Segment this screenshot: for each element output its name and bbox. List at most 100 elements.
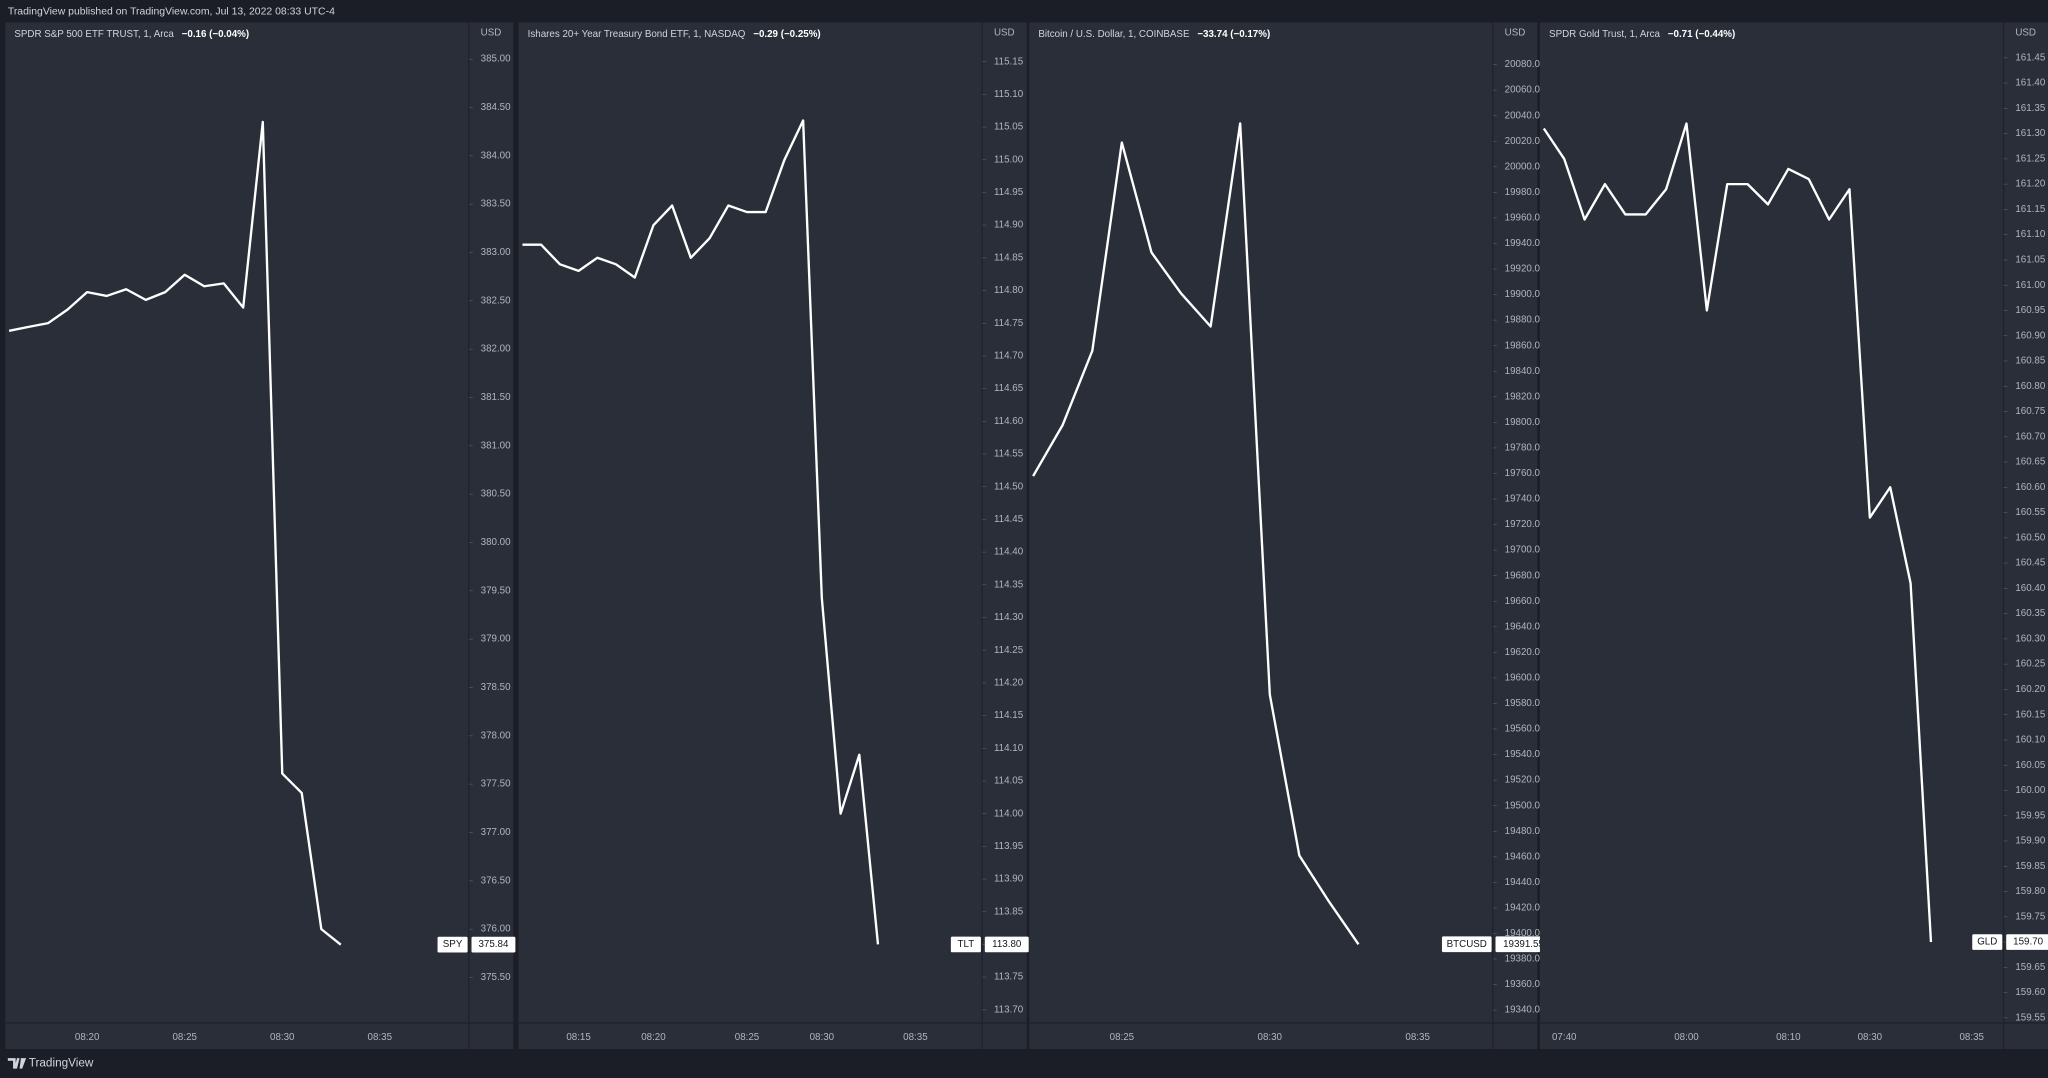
y-tick-label: 19960.00 <box>1505 213 1546 224</box>
y-tick-label: 380.50 <box>481 489 511 500</box>
chart-title: Bitcoin / U.S. Dollar, 1, COINBASE −33.74… <box>1038 29 1270 40</box>
price-label: 19391.55 <box>1503 939 1544 950</box>
y-tick-label: 160.35 <box>2015 608 2045 619</box>
y-tick-label: 19800.00 <box>1505 417 1546 428</box>
y-tick-label: 160.90 <box>2015 330 2045 341</box>
y-tick-label: 160.20 <box>2015 684 2045 695</box>
y-tick-label: 19940.00 <box>1505 238 1546 249</box>
change-text: −0.29 (−0.25%) <box>753 29 820 40</box>
y-tick-label: 114.65 <box>994 383 1024 394</box>
footer-brand: TradingView <box>29 1057 94 1070</box>
y-tick-label: 385.00 <box>481 54 511 65</box>
y-tick-label: 160.75 <box>2015 406 2045 417</box>
currency-label: USD <box>2015 27 2036 38</box>
y-tick-label: 159.65 <box>2015 962 2045 973</box>
change-text: −33.74 (−0.17%) <box>1197 29 1270 40</box>
y-tick-label: 115.15 <box>994 56 1024 67</box>
y-tick-label: 160.60 <box>2015 482 2045 493</box>
x-tick-label: 08:25 <box>172 1032 197 1043</box>
y-tick-label: 115.10 <box>994 89 1024 100</box>
y-tick-label: 19400.00 <box>1505 928 1546 939</box>
y-tick-label: 19540.00 <box>1505 749 1546 760</box>
y-tick-label: 114.70 <box>994 351 1024 362</box>
y-tick-label: 114.35 <box>994 579 1024 590</box>
x-tick-label: 08:30 <box>1858 1032 1883 1043</box>
x-tick-label: 08:35 <box>1959 1032 1984 1043</box>
y-tick-label: 19980.00 <box>1505 187 1546 198</box>
y-tick-label: 19420.00 <box>1505 903 1546 914</box>
y-tick-label: 114.50 <box>994 481 1024 492</box>
y-tick-label: 113.70 <box>994 1004 1024 1015</box>
y-tick-label: 378.00 <box>481 730 511 741</box>
x-tick-label: 08:30 <box>810 1032 835 1043</box>
y-tick-label: 159.60 <box>2015 987 2045 998</box>
y-tick-label: 161.30 <box>2015 128 2045 139</box>
y-tick-label: 19340.00 <box>1505 1005 1546 1016</box>
y-tick-label: 379.00 <box>481 634 511 645</box>
y-tick-label: 160.45 <box>2015 558 2045 569</box>
y-tick-label: 19820.00 <box>1505 391 1546 402</box>
y-tick-label: 19480.00 <box>1505 826 1546 837</box>
x-tick-label: 08:10 <box>1776 1032 1801 1043</box>
y-tick-label: 20060.00 <box>1505 85 1546 96</box>
y-tick-label: 19900.00 <box>1505 289 1546 300</box>
chart-title: SPDR S&P 500 ETF TRUST, 1, Arca −0.16 (−0… <box>14 29 249 40</box>
y-tick-label: 19560.00 <box>1505 724 1546 735</box>
y-tick-label: 377.50 <box>481 779 511 790</box>
y-tick-label: 19360.00 <box>1505 979 1546 990</box>
y-tick-label: 160.50 <box>2015 532 2045 543</box>
y-tick-label: 19660.00 <box>1505 596 1546 607</box>
y-tick-label: 19440.00 <box>1505 877 1546 888</box>
y-tick-label: 19700.00 <box>1505 545 1546 556</box>
y-tick-label: 382.50 <box>481 295 511 306</box>
y-tick-label: 19860.00 <box>1505 340 1546 351</box>
x-tick-label: 08:35 <box>903 1032 928 1043</box>
chart-title: Ishares 20+ Year Treasury Bond ETF, 1, N… <box>528 29 821 40</box>
y-tick-label: 159.55 <box>2015 1012 2045 1023</box>
y-tick-label: 114.55 <box>994 449 1024 460</box>
y-tick-label: 20020.00 <box>1505 136 1546 147</box>
y-tick-label: 159.80 <box>2015 886 2045 897</box>
y-tick-label: 161.05 <box>2015 255 2045 266</box>
price-tag <box>2006 934 2048 950</box>
y-tick-label: 19840.00 <box>1505 366 1546 377</box>
y-tick-label: 20080.00 <box>1505 59 1546 70</box>
x-tick-label: 07:40 <box>1552 1032 1577 1043</box>
y-tick-label: 113.95 <box>994 841 1024 852</box>
header-text: TradingView published on TradingView.com… <box>8 7 335 18</box>
y-tick-label: 161.10 <box>2015 229 2045 240</box>
y-tick-label: 19520.00 <box>1505 775 1546 786</box>
y-tick-label: 19380.00 <box>1505 954 1546 965</box>
y-tick-label: 114.05 <box>994 776 1024 787</box>
y-tick-label: 115.05 <box>994 122 1024 133</box>
y-tick-label: 161.00 <box>2015 280 2045 291</box>
x-tick-label: 08:25 <box>1110 1032 1135 1043</box>
y-tick-label: 161.45 <box>2015 52 2045 63</box>
y-tick-label: 159.75 <box>2015 911 2045 922</box>
price-tag <box>471 936 516 953</box>
y-tick-label: 161.20 <box>2015 179 2045 190</box>
chart-panel <box>1539 22 2048 1050</box>
y-tick-label: 19920.00 <box>1505 264 1546 275</box>
y-tick-label: 114.10 <box>994 743 1024 754</box>
title-text: SPDR S&P 500 ETF TRUST, 1, Arca <box>14 29 174 40</box>
symbol-tag <box>950 936 981 953</box>
y-tick-label: 375.50 <box>481 972 511 983</box>
y-tick-label: 160.10 <box>2015 735 2045 746</box>
y-tick-label: 378.50 <box>481 682 511 693</box>
symbol-tag <box>1972 934 2003 950</box>
y-tick-label: 113.90 <box>994 874 1024 885</box>
price-tag <box>1495 936 1552 953</box>
x-tick-label: 08:25 <box>735 1032 760 1043</box>
x-tick-label: 08:35 <box>368 1032 393 1043</box>
change-text: −0.71 (−0.44%) <box>1668 29 1735 40</box>
symbol-label: GLD <box>1977 937 1997 948</box>
y-tick-label: 161.15 <box>2015 204 2045 215</box>
x-tick-label: 08:30 <box>1258 1032 1283 1043</box>
y-tick-label: 114.20 <box>994 677 1024 688</box>
y-tick-label: 376.50 <box>481 875 511 886</box>
y-tick-label: 383.50 <box>481 199 511 210</box>
x-tick-label: 08:20 <box>75 1032 100 1043</box>
y-tick-label: 19640.00 <box>1505 621 1546 632</box>
